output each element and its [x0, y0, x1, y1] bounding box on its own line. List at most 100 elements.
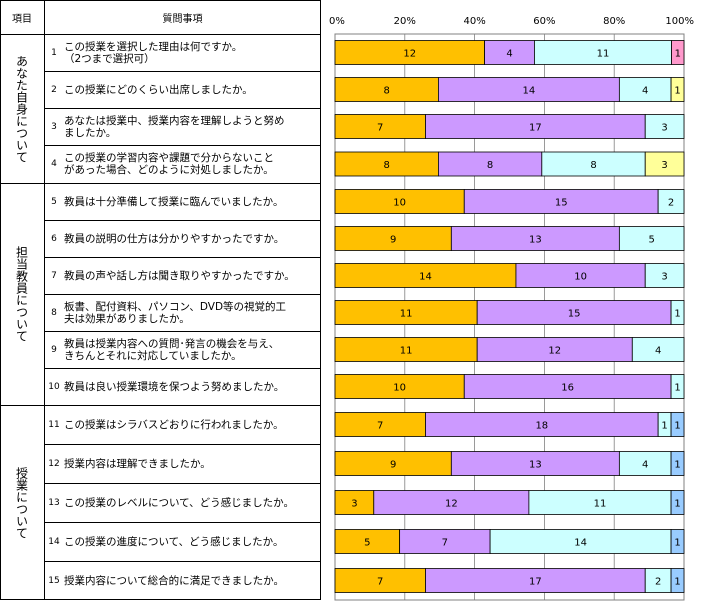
x-tick-label: 100%	[665, 16, 694, 27]
segment-label: 1	[674, 538, 680, 549]
x-tick-label: 0%	[329, 16, 345, 27]
bar-segment	[671, 40, 685, 65]
table-rule	[44, 368, 321, 369]
segment-label: 3	[351, 499, 357, 510]
segment-label: 4	[655, 346, 661, 357]
bar-segment	[644, 114, 685, 139]
segment-label: 2	[668, 198, 674, 209]
bar-segment	[484, 40, 535, 65]
question-number: 12	[48, 458, 60, 469]
segment-label: 4	[506, 49, 512, 60]
group-self: あなた自身について	[0, 34, 44, 183]
question-row: 12 授業内容は理解できましたか。	[44, 444, 321, 483]
question-row: 11 この授業はシラバスどおりに行われましたか。	[44, 405, 321, 444]
bar-segment	[334, 300, 478, 325]
bar-segment	[657, 189, 685, 214]
bar-segment	[670, 300, 685, 325]
segment-label: 1	[674, 309, 680, 320]
question-number: 5	[51, 196, 57, 207]
question-number: 9	[51, 344, 57, 355]
group-label: 担当教員について	[14, 246, 29, 342]
group-teacher: 担当教員について	[0, 183, 44, 405]
segment-label: 5	[648, 235, 654, 246]
table-rule	[44, 71, 321, 72]
bar-segment	[334, 151, 439, 177]
segment-label: 11	[400, 346, 413, 357]
segment-label: 3	[661, 123, 667, 134]
segment-label: 10	[574, 272, 587, 283]
bar-segment	[670, 412, 685, 437]
question-text: 教員は十分準備して授業に臨んでいましたか。	[64, 195, 284, 208]
segment-label: 7	[377, 421, 383, 432]
question-row: 15 授業内容について総合的に満足できましたか。	[44, 561, 321, 600]
segment-label: 13	[529, 460, 542, 471]
segment-label: 8	[590, 160, 596, 171]
table-rule	[0, 599, 321, 600]
segment-label: 9	[390, 235, 396, 246]
bar-segment	[644, 263, 685, 288]
bar-segment	[631, 337, 685, 362]
segment-label: 1	[674, 383, 680, 394]
table-rule	[0, 0, 1, 600]
segment-label: 11	[400, 309, 413, 320]
question-number: 3	[51, 121, 57, 132]
question-row: 7 教員の声や話し方は聞き取りやすかったですか。	[44, 257, 321, 294]
question-number: 15	[48, 575, 60, 586]
question-text: 教員は授業内容への質問･発言の機会を与え、 きちんとそれに対応していましたか。	[64, 337, 280, 362]
segment-label: 7	[377, 123, 383, 134]
bar-segment	[334, 412, 426, 437]
table-rule	[44, 294, 321, 295]
segment-label: 17	[529, 123, 542, 134]
bar-segment	[528, 490, 672, 515]
segment-label: 13	[529, 235, 542, 246]
bar-segment	[515, 263, 646, 288]
question-text: 授業内容について総合的に満足できましたか。	[64, 574, 284, 587]
bar-segment	[334, 490, 375, 515]
segment-label: 4	[642, 460, 648, 471]
segment-label: 15	[568, 309, 581, 320]
question-text: この授業を選択した理由は何ですか。 （2つまで選択可）	[64, 40, 243, 65]
bar-segment	[618, 77, 672, 102]
bar-segment	[618, 226, 685, 251]
question-number: 14	[48, 536, 60, 547]
x-tick-label: 60%	[533, 16, 555, 27]
question-text: 板書、配付資料、パソコン、DVD等の視覚的工 夫は効果がありましたか。	[64, 300, 287, 325]
segment-label: 10	[393, 383, 406, 394]
question-number: 10	[48, 381, 60, 392]
bar-segment	[534, 40, 672, 65]
segment-label: 5	[364, 538, 370, 549]
table-rule	[44, 0, 45, 600]
question-row: 13 この授業のレベルについて、どう感じましたか。	[44, 483, 321, 522]
question-number: 11	[48, 419, 60, 430]
table-rule	[44, 145, 321, 146]
question-row: 5 教員は十分準備して授業に臨んでいましたか。	[44, 183, 321, 220]
bar-segment	[425, 114, 646, 139]
segment-label: 18	[535, 421, 548, 432]
question-row: 8 板書、配付資料、パソコン、DVD等の視覚的工 夫は効果がありましたか。	[44, 294, 321, 331]
segment-label: 1	[674, 86, 680, 97]
question-number: 8	[51, 307, 57, 318]
segment-label: 4	[642, 86, 648, 97]
bar-segment	[334, 189, 465, 214]
table-rule	[44, 444, 321, 445]
bar-segment	[670, 451, 685, 476]
question-text: この授業のレベルについて、どう感じましたか。	[64, 496, 294, 509]
bar-segment	[670, 77, 685, 102]
bar-segment	[450, 451, 620, 476]
segment-label: 10	[393, 198, 406, 209]
bar-segment	[373, 490, 530, 515]
question-number: 13	[48, 497, 60, 508]
segment-label: 7	[442, 538, 448, 549]
table-rule	[44, 483, 321, 484]
segment-label: 17	[529, 577, 542, 588]
group-label: 授業について	[14, 466, 29, 539]
table-rule	[44, 108, 321, 109]
question-number: 6	[51, 233, 57, 244]
segment-label: 1	[674, 499, 680, 510]
question-number: 7	[51, 270, 57, 281]
question-table: 項目 質問事項 あなた自身について 担当教員について 授業について 1 この授業を…	[0, 0, 321, 600]
question-row: 10 教員は良い授業環境を保つよう努めましたか。	[44, 368, 321, 405]
segment-label: 12	[403, 49, 416, 60]
segment-label: 14	[574, 538, 587, 549]
